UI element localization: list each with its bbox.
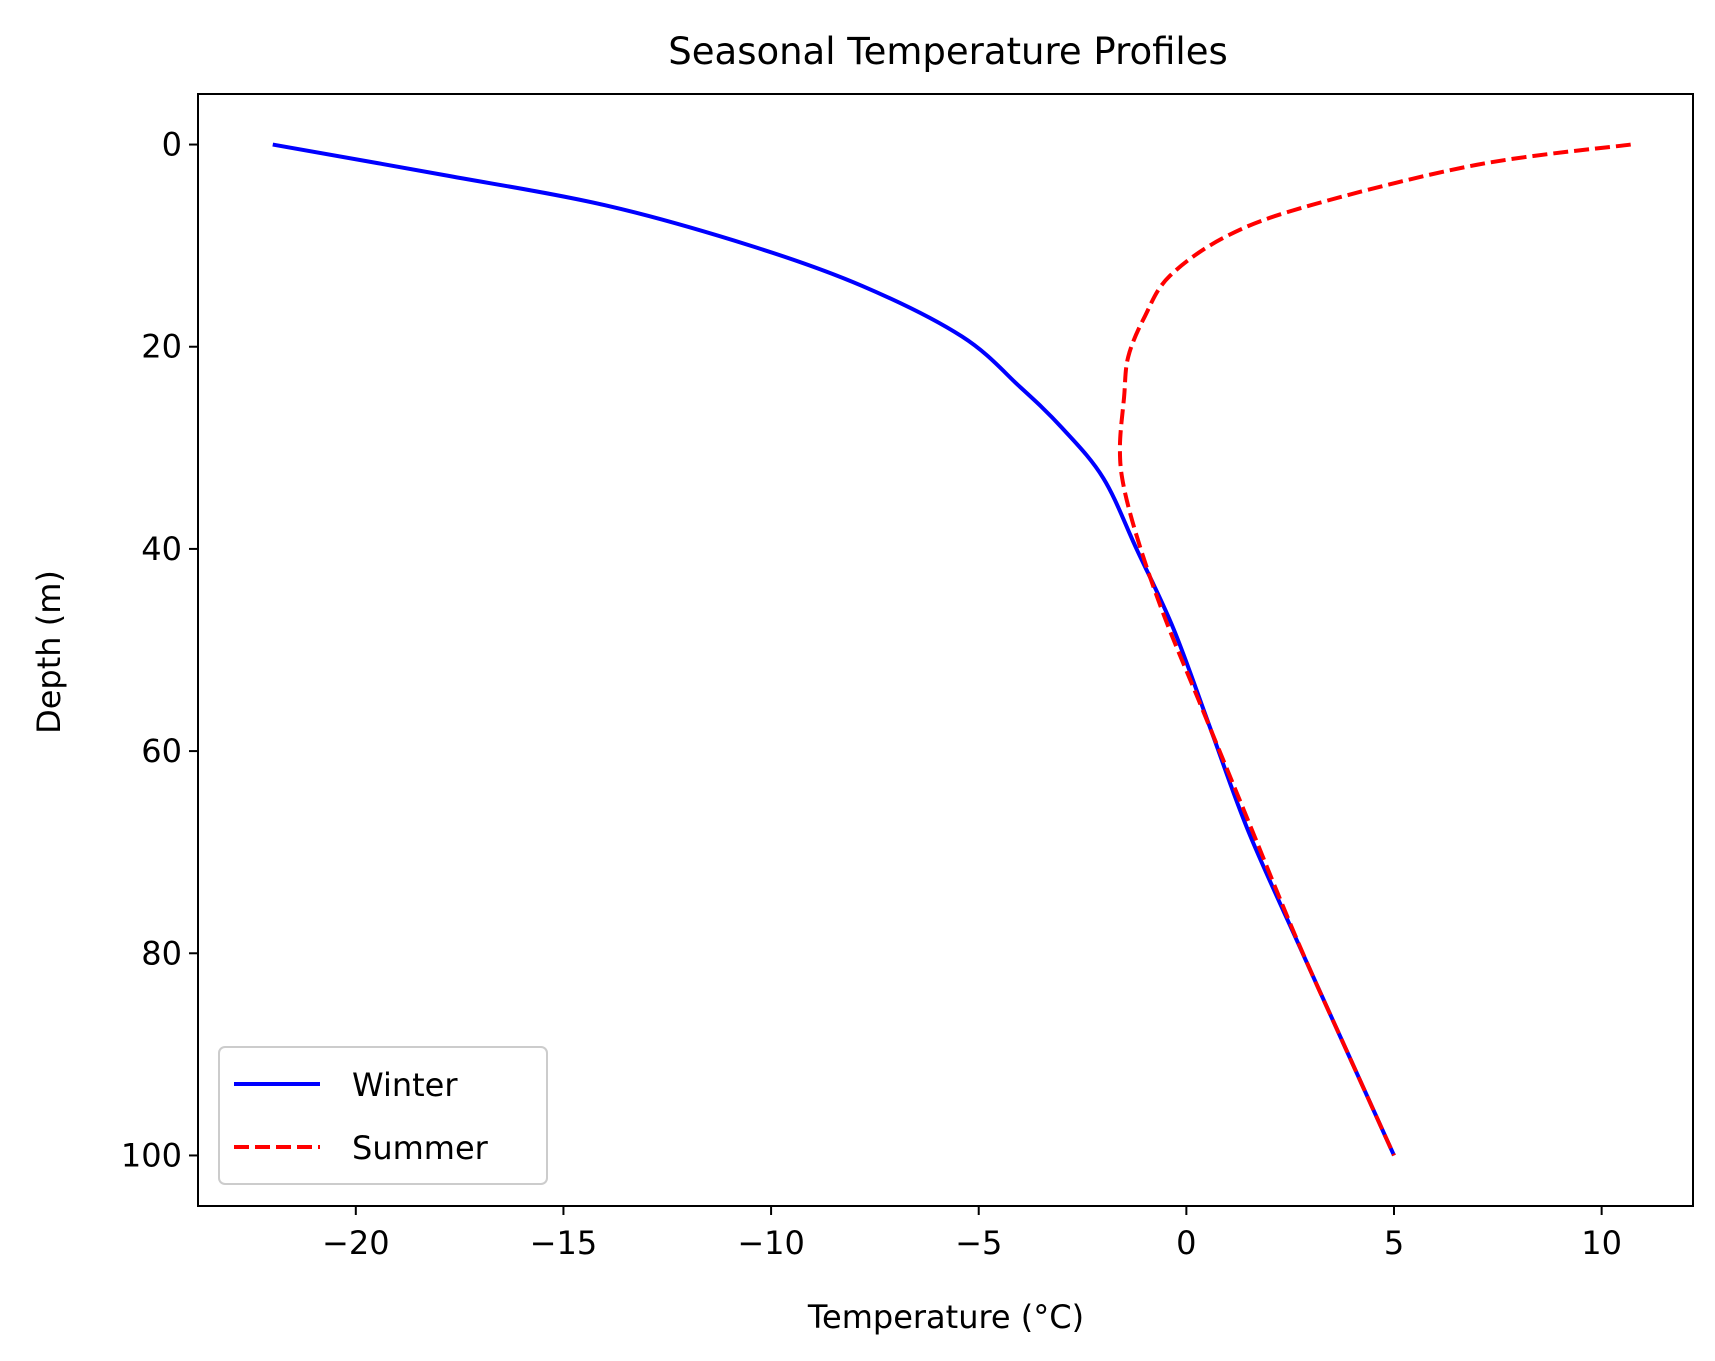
y-axis-ticks: 0 20 40 60 80 100	[121, 126, 198, 1174]
x-tick-label: −10	[737, 1224, 805, 1262]
y-tick-label: 60	[141, 732, 182, 770]
legend: Winter Summer	[218, 1046, 548, 1185]
chart-title: Seasonal Temperature Profiles	[668, 30, 1227, 73]
y-axis-label: Depth (m)	[30, 570, 68, 734]
legend-label-winter: Winter	[352, 1066, 458, 1104]
x-tick-label: 10	[1581, 1224, 1622, 1262]
x-tick-label: −5	[955, 1224, 1002, 1262]
x-tick-label: 5	[1384, 1224, 1404, 1262]
y-tick-label: 40	[141, 530, 182, 568]
plot-frame	[197, 93, 1694, 1207]
x-axis-label: Temperature (°C)	[807, 1298, 1084, 1336]
x-axis-ticks: −20 −15 −10 −5 0 5 10	[322, 1206, 1622, 1262]
series-line-winter	[272, 142, 1396, 1157]
y-tick-label: 0	[162, 126, 182, 164]
series-layer	[272, 142, 1631, 1157]
y-tick-label: 20	[141, 328, 182, 366]
y-tick-label: 80	[141, 934, 182, 972]
legend-label-summer: Summer	[352, 1129, 489, 1167]
legend-box	[218, 1046, 548, 1185]
x-tick-label: −20	[322, 1224, 390, 1262]
x-tick-label: −15	[530, 1224, 598, 1262]
x-tick-label: 0	[1176, 1224, 1196, 1262]
series-line-summer	[1117, 142, 1631, 1157]
y-tick-label: 100	[121, 1136, 182, 1174]
